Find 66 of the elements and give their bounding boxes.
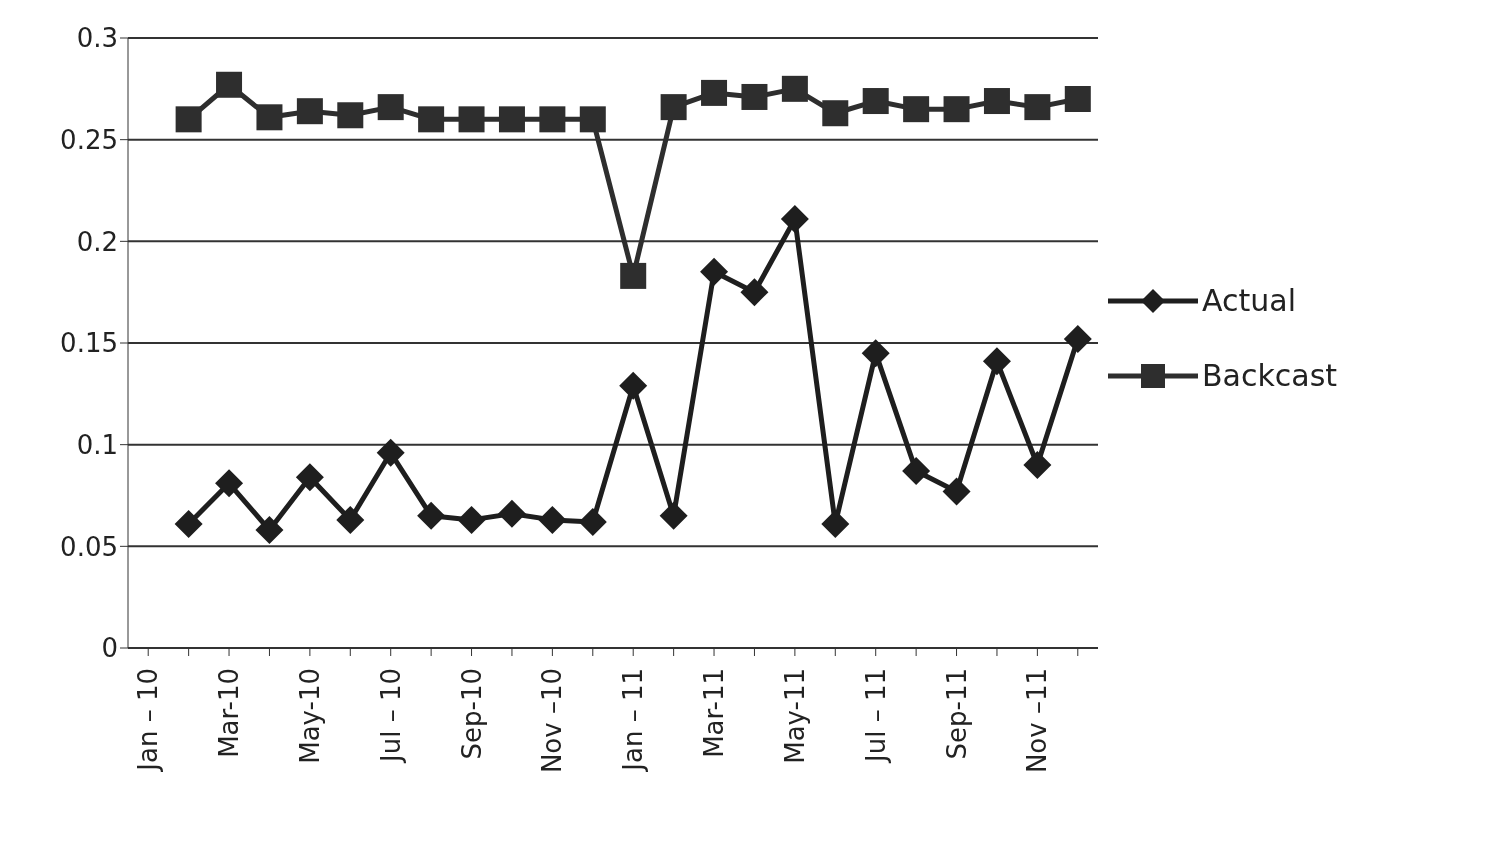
point	[942, 477, 971, 506]
point	[983, 88, 1010, 115]
point	[700, 257, 729, 286]
point	[619, 371, 648, 400]
y-tick-label: 0.3	[76, 23, 118, 54]
y-tick-label: 0.1	[76, 429, 118, 460]
legend-label: Actual	[1202, 283, 1296, 318]
x-tick-label: Jan – 11	[618, 668, 649, 773]
x-tick-label: Mar-11	[699, 668, 730, 758]
y-tick-label: 0.05	[60, 531, 118, 562]
y-tick-label: 0	[101, 633, 118, 664]
point	[256, 104, 283, 131]
legend-label: Backcast	[1202, 358, 1338, 393]
point	[539, 106, 566, 133]
point	[1063, 324, 1092, 353]
point	[660, 94, 687, 121]
point	[417, 501, 446, 530]
point	[458, 106, 485, 133]
point	[740, 278, 769, 307]
point	[376, 438, 405, 467]
point	[579, 106, 606, 133]
point	[902, 457, 931, 486]
point	[701, 79, 728, 106]
point	[659, 501, 688, 530]
point	[780, 204, 809, 233]
point	[861, 339, 890, 368]
point	[903, 96, 930, 123]
point	[781, 75, 808, 102]
point	[943, 96, 970, 123]
x-tick-label: Mar-10	[214, 668, 245, 758]
point	[620, 262, 647, 289]
point	[741, 83, 768, 110]
point	[982, 347, 1011, 376]
point	[216, 71, 243, 98]
point	[498, 106, 525, 133]
point	[336, 505, 365, 534]
point	[497, 499, 526, 528]
point	[174, 509, 203, 538]
point	[296, 98, 323, 125]
point	[862, 88, 889, 115]
point	[255, 516, 284, 545]
x-tick-label: Nov –11	[1022, 668, 1053, 774]
point	[538, 505, 567, 534]
x-tick-label: Jul – 10	[375, 668, 406, 764]
y-tick-label: 0.2	[76, 226, 118, 257]
x-tick-label: Sep-11	[941, 668, 972, 760]
y-tick-label: 0.25	[60, 124, 118, 155]
x-tick-label: May-10	[294, 668, 325, 764]
point	[418, 106, 445, 133]
point	[215, 469, 244, 498]
point	[1064, 86, 1091, 112]
x-tick-label: May-11	[779, 668, 810, 764]
point	[175, 106, 202, 133]
point	[578, 507, 607, 536]
point	[377, 94, 404, 121]
point	[457, 505, 486, 534]
point	[337, 102, 364, 129]
point	[1024, 94, 1051, 121]
y-tick-label: 0.15	[60, 328, 118, 359]
point	[295, 463, 324, 492]
x-tick-label: Nov –10	[537, 668, 568, 774]
x-tick-label: Jul – 11	[860, 668, 891, 764]
point	[822, 100, 849, 127]
x-tick-label: Sep-10	[456, 668, 487, 760]
point	[1023, 451, 1052, 479]
x-tick-label: Jan – 10	[133, 668, 164, 773]
